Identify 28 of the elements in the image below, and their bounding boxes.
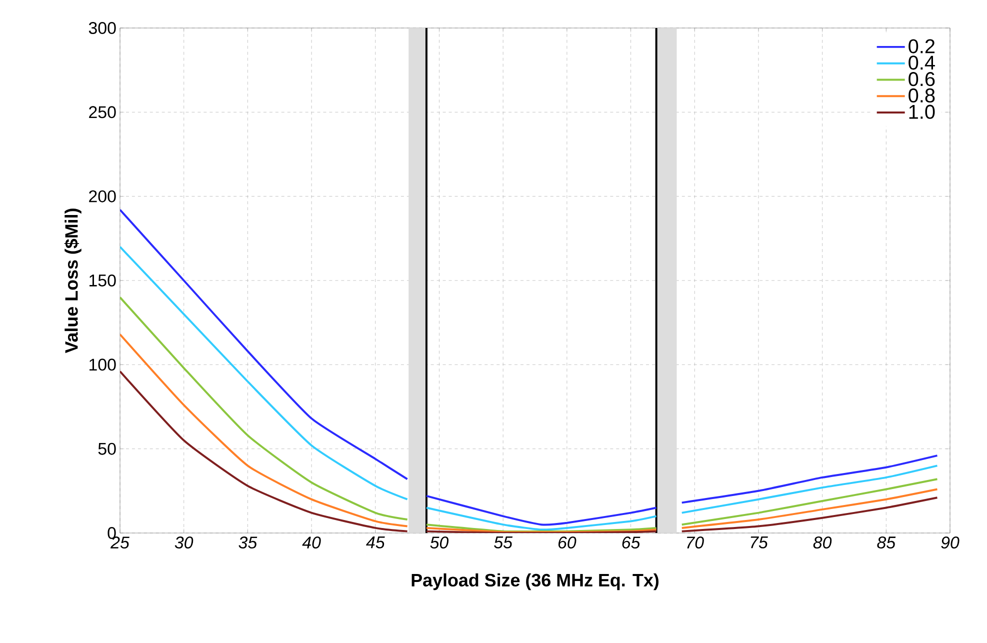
- x-tick-label: 50: [430, 536, 449, 549]
- x-tick-label: 25: [110, 536, 130, 549]
- y-tick-label: 300: [88, 22, 116, 34]
- legend-label: 1.0: [909, 104, 935, 119]
- legend-label: 0.4: [908, 56, 935, 70]
- legend-label: 0.2: [908, 39, 935, 54]
- x-tick-label: 75: [750, 536, 768, 548]
- x-tick-label: 70: [686, 536, 704, 549]
- x-tick-label: 30: [174, 536, 194, 549]
- y-tick-label: 200: [89, 190, 116, 202]
- x-tick-label: 45: [366, 536, 385, 548]
- y-tick-label: 0: [108, 527, 116, 539]
- legend-label: 0.6: [908, 72, 935, 86]
- legend-label: 0.8: [908, 88, 935, 103]
- x-axis-title: Payload Size (36 MHz Eq. Tx): [412, 573, 658, 590]
- x-tick-label: 60: [558, 536, 576, 549]
- x-tick-label: 90: [941, 536, 960, 549]
- x-tick-label: 65: [622, 536, 640, 549]
- x-tick-label: 80: [813, 536, 832, 549]
- y-tick-label: 250: [89, 106, 116, 118]
- y-tick-label: 100: [90, 358, 116, 371]
- x-tick-label: 85: [877, 536, 896, 549]
- x-tick-label: 40: [302, 536, 321, 549]
- y-tick-label: 150: [90, 274, 116, 286]
- y-axis-title: Value Loss ($Mil): [64, 208, 82, 354]
- x-tick-label: 35: [238, 536, 258, 549]
- y-tick-label: 50: [98, 442, 116, 455]
- x-tick-label: 55: [494, 536, 513, 548]
